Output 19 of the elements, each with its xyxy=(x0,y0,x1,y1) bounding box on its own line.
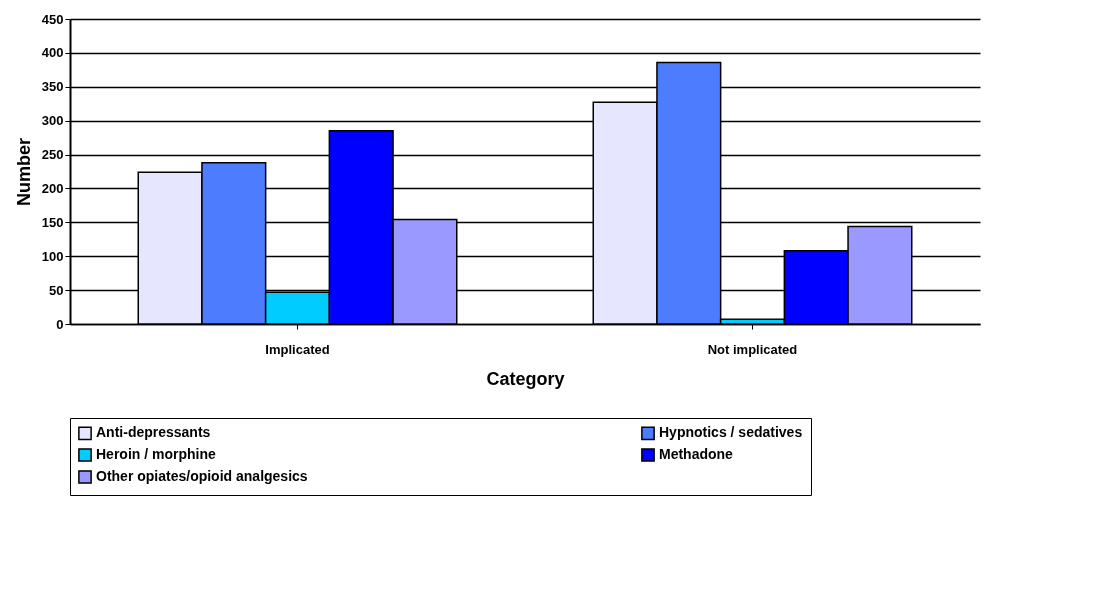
legend-label: Heroin / morphine xyxy=(96,446,216,462)
x-axis-title: Category xyxy=(486,368,565,389)
y-tick-label: 50 xyxy=(49,282,64,298)
x-tick-label: Implicated xyxy=(265,341,330,357)
y-tick-label: 0 xyxy=(56,316,64,332)
y-tick-label: 250 xyxy=(41,147,64,163)
y-tick-label: 200 xyxy=(41,180,64,196)
legend-label: Other opiates/opioid analgesics xyxy=(96,468,308,484)
y-tick-label: 350 xyxy=(41,79,64,95)
y-tick-label: 300 xyxy=(41,113,64,129)
y-tick-label: 400 xyxy=(41,45,64,61)
legend-label: Methadone xyxy=(659,446,734,462)
legend-label: Anti-depressants xyxy=(96,424,211,441)
y-tick-label: 100 xyxy=(41,248,64,264)
y-axis-title: Number xyxy=(13,137,34,207)
x-tick-label: Not implicated xyxy=(707,341,798,357)
y-tick-label: 150 xyxy=(41,214,64,230)
legend-label: Hypnotics / sedatives xyxy=(659,424,803,441)
y-tick-label: 450 xyxy=(41,11,64,27)
